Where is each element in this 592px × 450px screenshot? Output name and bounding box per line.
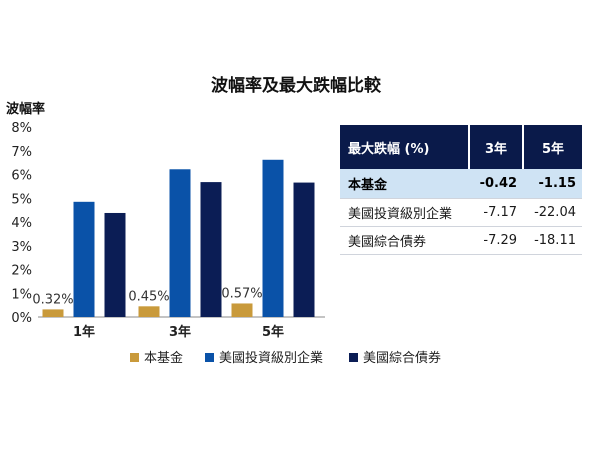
y-axis-label: 波幅率	[6, 101, 45, 117]
max-drawdown-table: 最大跌幅 (%) 3年 5年 本基金 -0.42 -1.15 美國投資級別企業 …	[340, 125, 582, 255]
y-tick-label: 2%	[11, 264, 32, 279]
legend-label: 美國投資級別企業	[219, 350, 323, 366]
legend: 本基金 美國投資級別企業 美國綜合債券	[130, 350, 441, 366]
row-value-5y: -18.11	[523, 226, 582, 255]
bar	[293, 182, 315, 317]
y-axis-ticks: 0% 1% 2% 3% 4% 5% 6% 7% 8%	[11, 121, 32, 326]
y-tick-label: 1%	[11, 287, 32, 302]
data-label: 0.57%	[221, 286, 262, 301]
table-row-us-ig-corp: 美國投資級別企業 -7.17 -22.04	[340, 198, 582, 227]
data-label: 0.45%	[128, 289, 169, 304]
bar	[262, 159, 284, 317]
bar	[138, 306, 160, 317]
legend-swatch	[130, 353, 139, 362]
y-tick-label: 6%	[11, 169, 32, 184]
y-tick-label: 0%	[11, 311, 32, 326]
table-header-row: 最大跌幅 (%) 3年 5年	[340, 125, 582, 169]
bar	[42, 309, 64, 317]
legend-swatch	[205, 353, 214, 362]
y-tick-label: 3%	[11, 240, 32, 255]
row-value-3y: -7.29	[468, 226, 524, 255]
bar	[169, 169, 191, 317]
row-name: 美國綜合債券	[340, 226, 469, 255]
table-row-us-agg: 美國綜合債券 -7.29 -18.11	[340, 226, 582, 255]
y-tick-label: 7%	[11, 145, 32, 160]
row-value-3y: -7.17	[468, 198, 524, 227]
row-value-3y: -0.42	[468, 169, 524, 199]
y-tick-label: 4%	[11, 216, 32, 231]
bar	[73, 201, 95, 317]
row-value-5y: -1.15	[523, 169, 582, 199]
table-header-3y: 3年	[467, 125, 524, 169]
bar	[200, 182, 222, 317]
row-value-5y: -22.04	[523, 198, 582, 227]
x-tick-label: 1年	[73, 324, 95, 340]
y-tick-label: 5%	[11, 192, 32, 207]
table-header-label: 最大跌幅 (%)	[340, 125, 469, 169]
legend-label: 美國綜合債券	[363, 350, 441, 366]
row-name: 美國投資級別企業	[340, 198, 469, 227]
data-label: 0.32%	[32, 292, 73, 307]
x-tick-label: 5年	[262, 324, 284, 340]
x-tick-label: 3年	[169, 324, 191, 340]
chart-title: 波幅率及最大跌幅比較	[211, 75, 382, 96]
y-tick-label: 8%	[11, 121, 32, 136]
table-header-5y: 5年	[522, 125, 582, 169]
bars-group: 0.32% 0.45% 0.57%	[32, 159, 315, 317]
legend-swatch	[349, 353, 358, 362]
category-labels: 1年 3年 5年	[73, 324, 284, 340]
bar	[231, 303, 253, 317]
legend-label: 本基金	[144, 350, 183, 366]
row-name: 本基金	[340, 169, 469, 199]
bar	[104, 212, 126, 317]
table-row-fund: 本基金 -0.42 -1.15	[340, 169, 582, 199]
